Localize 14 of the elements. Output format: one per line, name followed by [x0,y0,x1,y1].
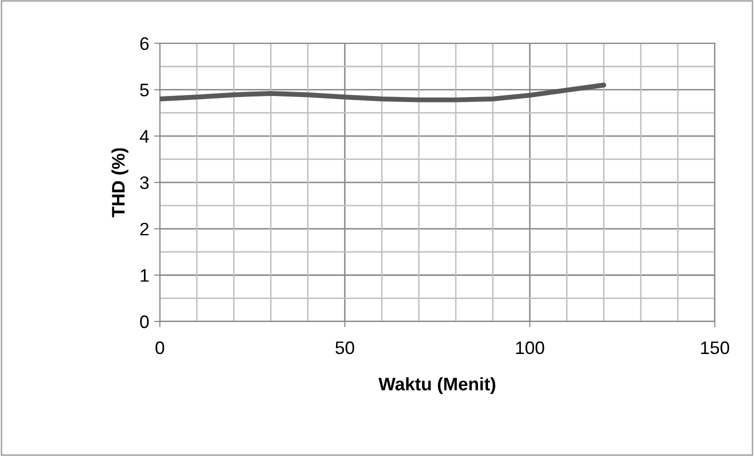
y-tick-label: 3 [140,176,149,190]
x-tick-label: 0 [156,341,164,354]
x-tick-label: 150 [701,341,730,354]
line-series [160,82,606,102]
y-axis-title: THD (%) [111,148,128,218]
y-tick-label: 2 [140,222,149,236]
x-tick-label: 100 [516,341,544,354]
x-tick-label: 50 [336,341,354,354]
x-axis-title: Waktu (Menit) [378,377,496,394]
y-tick-label: 6 [140,37,149,50]
y-tick-label: 1 [140,269,149,282]
y-tick-label: 0 [140,315,149,328]
y-tick-label: 4 [140,130,149,143]
y-tick-label: 5 [140,84,149,96]
